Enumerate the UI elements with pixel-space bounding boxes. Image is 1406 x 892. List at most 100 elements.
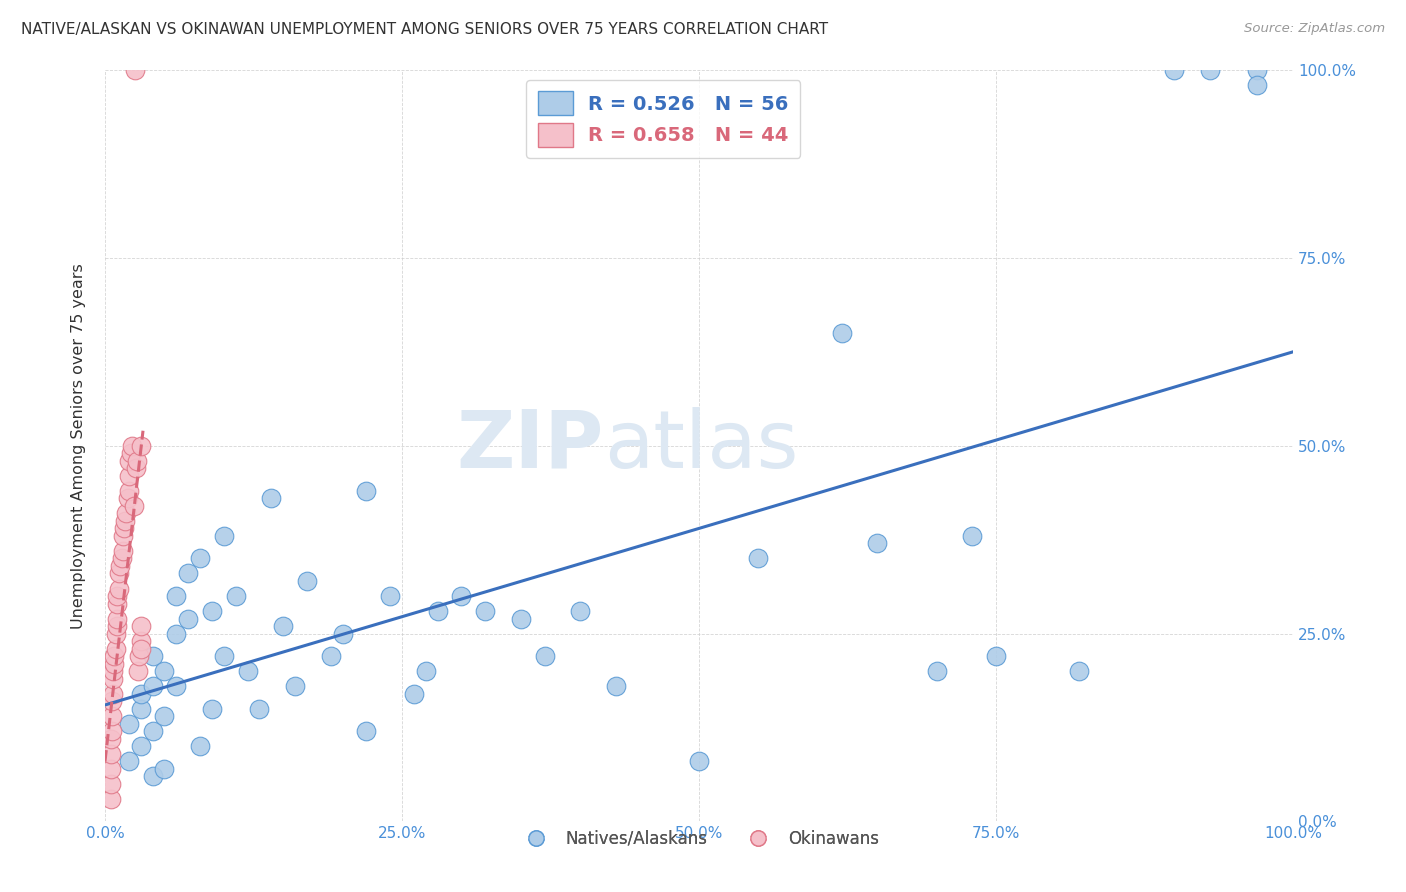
- Point: [1069, 664, 1091, 678]
- Point: [112, 521, 135, 535]
- Point: [100, 731, 122, 746]
- Point: [984, 649, 1007, 664]
- Point: [1246, 78, 1268, 92]
- Point: [509, 611, 531, 625]
- Point: [225, 589, 247, 603]
- Point: [332, 626, 354, 640]
- Point: [111, 529, 134, 543]
- Point: [236, 664, 259, 678]
- Point: [118, 454, 141, 468]
- Point: [110, 559, 132, 574]
- Point: [101, 694, 124, 708]
- Point: [450, 589, 472, 603]
- Point: [103, 664, 125, 678]
- Point: [118, 755, 141, 769]
- Point: [100, 747, 122, 761]
- Point: [271, 619, 294, 633]
- Point: [129, 739, 152, 754]
- Point: [101, 724, 124, 739]
- Point: [100, 777, 122, 791]
- Point: [1246, 63, 1268, 78]
- Point: [415, 664, 437, 678]
- Point: [103, 657, 125, 671]
- Point: [153, 762, 176, 776]
- Point: [201, 604, 224, 618]
- Y-axis label: Unemployment Among Seniors over 75 years: Unemployment Among Seniors over 75 years: [72, 263, 86, 629]
- Point: [120, 446, 142, 460]
- Point: [108, 582, 131, 596]
- Point: [105, 589, 128, 603]
- Point: [111, 551, 134, 566]
- Text: atlas: atlas: [605, 407, 799, 484]
- Point: [141, 679, 163, 693]
- Point: [188, 551, 211, 566]
- Point: [111, 544, 134, 558]
- Point: [141, 649, 163, 664]
- Point: [212, 529, 235, 543]
- Point: [103, 649, 125, 664]
- Point: [356, 724, 378, 739]
- Point: [569, 604, 592, 618]
- Point: [105, 619, 128, 633]
- Point: [426, 604, 449, 618]
- Point: [402, 687, 425, 701]
- Point: [127, 664, 149, 678]
- Point: [104, 641, 127, 656]
- Point: [249, 702, 271, 716]
- Point: [104, 626, 127, 640]
- Point: [129, 634, 152, 648]
- Point: [747, 551, 769, 566]
- Point: [925, 664, 948, 678]
- Point: [115, 507, 138, 521]
- Point: [1163, 63, 1185, 78]
- Point: [688, 755, 710, 769]
- Point: [212, 649, 235, 664]
- Point: [103, 687, 125, 701]
- Point: [165, 589, 187, 603]
- Point: [100, 792, 122, 806]
- Point: [129, 687, 152, 701]
- Point: [319, 649, 342, 664]
- Point: [605, 679, 627, 693]
- Point: [118, 716, 141, 731]
- Point: [141, 724, 163, 739]
- Point: [866, 536, 889, 550]
- Point: [129, 619, 152, 633]
- Point: [100, 762, 122, 776]
- Point: [356, 483, 378, 498]
- Point: [165, 679, 187, 693]
- Point: [129, 641, 152, 656]
- Point: [260, 491, 283, 506]
- Point: [114, 514, 136, 528]
- Text: ZIP: ZIP: [457, 407, 605, 484]
- Point: [108, 566, 131, 581]
- Point: [141, 769, 163, 783]
- Point: [177, 566, 200, 581]
- Point: [153, 664, 176, 678]
- Point: [284, 679, 307, 693]
- Point: [960, 529, 983, 543]
- Point: [153, 709, 176, 723]
- Point: [121, 439, 143, 453]
- Point: [474, 604, 496, 618]
- Point: [188, 739, 211, 754]
- Point: [378, 589, 401, 603]
- Point: [831, 326, 853, 340]
- Point: [118, 468, 141, 483]
- Point: [105, 597, 128, 611]
- Point: [125, 454, 148, 468]
- Point: [122, 499, 145, 513]
- Point: [129, 439, 152, 453]
- Point: [177, 611, 200, 625]
- Point: [125, 461, 148, 475]
- Point: [124, 63, 146, 78]
- Point: [118, 483, 141, 498]
- Point: [117, 491, 139, 506]
- Point: [201, 702, 224, 716]
- Point: [129, 702, 152, 716]
- Point: [533, 649, 555, 664]
- Point: [165, 626, 187, 640]
- Point: [295, 574, 318, 588]
- Text: Source: ZipAtlas.com: Source: ZipAtlas.com: [1244, 22, 1385, 36]
- Legend: Natives/Alaskans, Okinawans: Natives/Alaskans, Okinawans: [513, 823, 886, 855]
